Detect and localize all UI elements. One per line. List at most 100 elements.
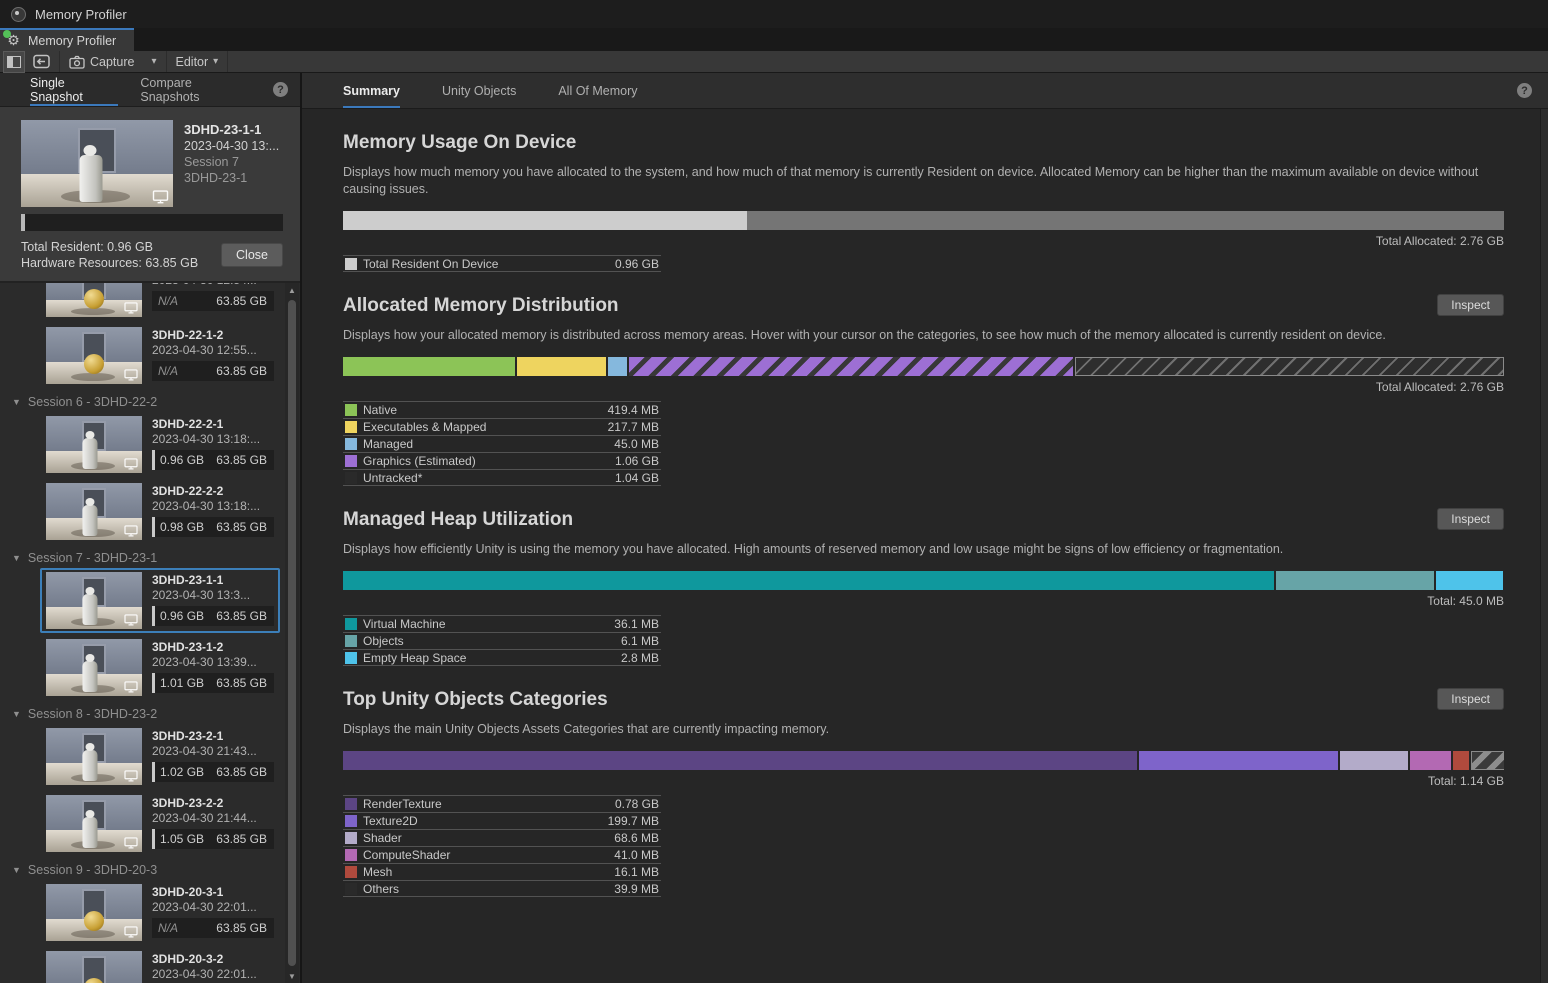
snapshot-list-item[interactable]: 3DHD-20-3-2 2023-04-30 22:01... N/A 63.8… [40,947,280,983]
legend-value: 0.96 GB [614,256,659,271]
hardware-value: 63.85 GB [216,453,267,467]
legend-row[interactable]: Empty Heap Space 2.8 MB [343,649,661,666]
legend-row[interactable]: Mesh 16.1 MB [343,863,661,880]
snapshot-list-item[interactable]: 3DHD-22-2-2 2023-04-30 13:18:... 0.98 GB… [40,479,280,544]
section-top-unity-objects-categories: Top Unity Objects Categories Inspect Dis… [343,666,1504,897]
bar-segment-computeshader[interactable] [1410,751,1451,770]
tab-summary[interactable]: Summary [343,73,400,108]
import-snapshot-button[interactable] [27,52,56,72]
legend-row[interactable]: Managed 45.0 MB [343,435,661,452]
bar-segment-executables-mapped[interactable] [516,357,607,376]
bar-total-label: Total Allocated: 2.76 GB [1375,234,1504,248]
collapse-triangle-icon[interactable]: ▼ [12,397,21,407]
legend-label: Mesh [363,865,393,879]
tab-unity-objects[interactable]: Unity Objects [441,83,517,98]
session-header[interactable]: ▼ Session 7 - 3DHD-23-1 [12,551,284,565]
bar-segment-empty-heap-space[interactable] [1436,571,1504,590]
session-header[interactable]: ▼ Session 6 - 3DHD-22-2 [12,395,284,409]
session-header[interactable]: ▼ Session 9 - 3DHD-20-3 [12,863,284,877]
snapshot-date: 2023-04-30 12:54... [152,283,274,288]
bar-segment-shader[interactable] [1339,751,1409,770]
tab-memory-profiler[interactable]: ⚙ Memory Profiler [0,28,135,51]
snapshot-memory-row: N/A 63.85 GB [152,361,274,381]
thumb-subject [82,587,98,626]
legend-row[interactable]: Virtual Machine 36.1 MB [343,615,661,632]
session-header[interactable]: ▼ Session 8 - 3DHD-23-2 [12,707,284,721]
summary-main-panel: Summary Unity Objects All Of Memory ? Me… [302,73,1548,983]
snapshot-meta: 3DHD-23-2-2 2023-04-30 21:44... 1.05 GB … [152,795,274,852]
thumb-shadow [70,372,116,382]
legend-color-swatch [345,882,357,895]
snapshot-name: 3DHD-23-2-2 [152,796,224,810]
legend-value: 1.06 GB [614,454,659,468]
bar-segment-total-resident-on-device[interactable] [343,211,748,230]
legend-color-swatch [345,849,357,861]
bar-segment-texture2d[interactable] [1139,751,1338,770]
hardware-resources-text: Hardware Resources: 63.85 GB [21,256,199,270]
scroll-down-arrow-icon[interactable]: ▼ [288,972,296,981]
legend-row[interactable]: Objects 6.1 MB [343,632,661,649]
sidebar-help-icon[interactable]: ? [273,82,288,97]
snapshot-list-item[interactable]: 3DHD-22-1-2 2023-04-30 12:55... N/A 63.8… [40,323,280,388]
snapshot-list-item[interactable]: 3DHD-23-1-2 2023-04-30 13:39... 1.01 GB … [40,635,280,700]
legend-label: Graphics (Estimated) [363,454,476,468]
inspect-button[interactable]: Inspect [1437,688,1504,710]
tab-compare-snapshots[interactable]: Compare Snapshots [140,75,200,104]
snapshot-list-item[interactable]: 3DHD-22-2-1 2023-04-30 13:18:... 0.96 GB… [40,412,280,477]
snapshot-thumbnail [46,416,142,473]
selected-snapshot-name: 3DHD-23-1-1 [184,122,262,137]
legend-row[interactable]: ComputeShader 41.0 MB [343,846,661,863]
bar-segment-others[interactable] [1470,751,1504,770]
memory-bar [343,211,1504,230]
legend-row[interactable]: Untracked* 1.04 GB [343,469,661,486]
capture-button[interactable]: Capture ▾ [63,52,163,72]
sidebar-scrollbar[interactable]: ▲ ▼ [285,283,299,983]
editor-dropdown[interactable]: Editor ▾ [170,52,225,72]
bar-segment-mesh[interactable] [1452,751,1469,770]
snapshots-sidebar: Single Snapshot Compare Snapshots ? 3 [0,73,302,983]
legend-row[interactable]: Graphics (Estimated) 1.06 GB [343,452,661,469]
inspect-button[interactable]: Inspect [1437,508,1504,530]
close-button[interactable]: Close [221,243,283,267]
panel-toggle-button[interactable] [3,50,25,73]
summary-help-icon[interactable]: ? [1517,83,1532,98]
bar-segment-native[interactable] [343,357,515,376]
bar-segment-managed[interactable] [608,357,627,376]
legend-row[interactable]: Native 419.4 MB [343,401,661,418]
legend-row[interactable]: Total Resident On Device 0.96 GB [343,255,661,272]
legend-color-swatch [345,618,357,630]
monitor-icon [124,681,138,693]
bar-segment-untracked[interactable] [1075,357,1504,376]
legend-row[interactable]: Texture2D 199.7 MB [343,812,661,829]
bar-segment-objects[interactable] [1276,571,1434,590]
collapse-triangle-icon[interactable]: ▼ [12,553,21,563]
legend-row[interactable]: Others 39.9 MB [343,880,661,897]
snapshot-date: 2023-04-30 22:01... [152,967,257,981]
snapshot-date: 2023-04-30 22:01... [152,900,257,914]
inspect-button[interactable]: Inspect [1437,294,1504,316]
collapse-triangle-icon[interactable]: ▼ [12,709,21,719]
snapshot-list-item[interactable]: 2023-04-30 12:54... N/A 63.85 GB [40,283,280,321]
hardware-value: 63.85 GB [216,832,267,846]
scrollbar-thumb[interactable] [288,300,296,966]
camera-icon [69,55,85,69]
collapse-triangle-icon[interactable]: ▼ [12,865,21,875]
snapshot-memory-row: 1.02 GB 63.85 GB [152,762,274,782]
tab-single-snapshot[interactable]: Single Snapshot [30,73,119,106]
snapshot-name: 3DHD-22-1-2 [152,328,224,342]
snapshot-list-item[interactable]: 3DHD-23-2-2 2023-04-30 21:44... 1.05 GB … [40,791,280,856]
snapshot-list-item[interactable]: 3DHD-20-3-1 2023-04-30 22:01... N/A 63.8… [40,880,280,945]
legend-row[interactable]: RenderTexture 0.78 GB [343,795,661,812]
bar-segment-virtual-machine[interactable] [343,571,1275,590]
selected-snapshot-session: Session 7 [184,155,239,169]
tab-all-of-memory[interactable]: All Of Memory [558,83,638,98]
legend-row[interactable]: Executables & Mapped 217.7 MB [343,418,661,435]
bar-segment-graphics-estimated[interactable] [628,357,1074,376]
snapshot-list-item[interactable]: 3DHD-23-2-1 2023-04-30 21:43... 1.02 GB … [40,724,280,789]
bar-segment-rendertexture[interactable] [343,751,1138,770]
legend-row[interactable]: Shader 68.6 MB [343,829,661,846]
scroll-up-arrow-icon[interactable]: ▲ [288,286,296,295]
capture-dropdown-caret-icon[interactable]: ▾ [151,55,157,67]
snapshot-list-item[interactable]: 3DHD-23-1-1 2023-04-30 13:3... 0.96 GB 6… [40,568,280,633]
memory-bar [343,357,1504,376]
